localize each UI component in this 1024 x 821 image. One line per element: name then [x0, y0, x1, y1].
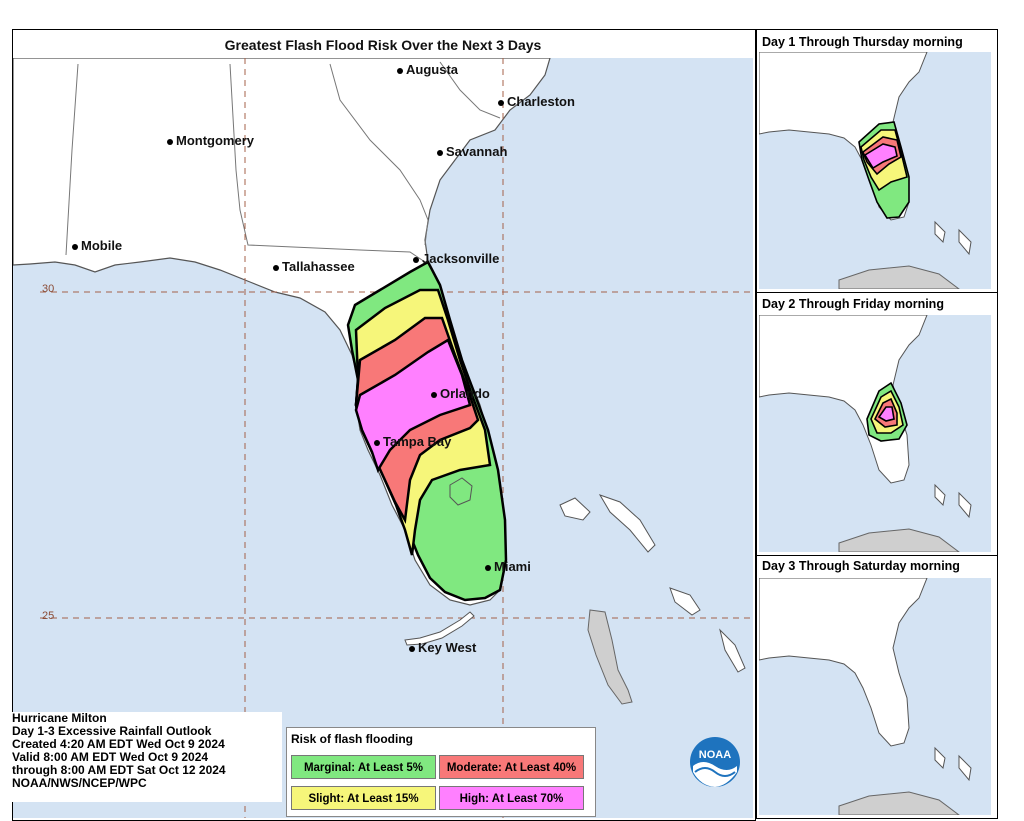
outlook-info: Hurricane Milton Day 1-3 Excessive Rainf… [12, 712, 282, 802]
legend-moderate: Moderate: At Least 40% [439, 755, 584, 779]
map-title: Greatest Flash Flood Risk Over the Next … [224, 37, 542, 53]
info-line: Hurricane Milton [12, 711, 107, 725]
city-label: Charleston [507, 94, 575, 109]
city-charleston: Charleston [498, 94, 575, 109]
legend-slight: Slight: At Least 15% [291, 786, 436, 810]
city-marker-icon [413, 256, 419, 263]
florida-keys [404, 611, 475, 646]
city-savannah: Savannah [437, 144, 507, 159]
city-orlando: Orlando [431, 386, 490, 401]
city-miami: Miami [485, 559, 531, 574]
city-key-west: Key West [409, 640, 476, 655]
city-marker-icon [437, 149, 443, 156]
city-label: Orlando [440, 386, 490, 401]
city-marker-icon [409, 645, 415, 652]
legend-title: Risk of flash flooding [291, 732, 413, 746]
city-marker-icon [397, 67, 403, 74]
day2-mini-map [759, 315, 991, 552]
day1-title: Day 1 Through Thursday morning [762, 35, 963, 49]
lake-okeechobee [449, 477, 473, 506]
city-jacksonville: Jacksonville [413, 251, 499, 266]
city-label: Miami [494, 559, 531, 574]
day2-title: Day 2 Through Friday morning [762, 297, 944, 311]
city-tampa-bay: Tampa Bay [374, 434, 451, 449]
city-marker-icon [431, 391, 437, 398]
city-label: Montgomery [176, 133, 254, 148]
city-marker-icon [167, 138, 173, 145]
info-line: through 8:00 AM EDT Sat Oct 12 2024 [12, 763, 226, 777]
city-marker-icon [72, 243, 78, 250]
info-line: Created 4:20 AM EDT Wed Oct 9 2024 [12, 737, 225, 751]
bahamas [559, 494, 746, 673]
noaa-logo-icon: NOAA [690, 737, 740, 787]
lat-label-30: 30 [42, 283, 55, 295]
city-montgomery: Montgomery [167, 133, 254, 148]
city-label: Augusta [406, 62, 458, 77]
legend-marginal: Marginal: At Least 5% [291, 755, 436, 779]
city-label: Mobile [81, 238, 123, 253]
city-augusta: Augusta [397, 62, 458, 77]
legend-high: High: At Least 70% [439, 786, 584, 810]
risk-areas [346, 260, 508, 602]
main-map [13, 58, 753, 818]
state-borders [65, 61, 501, 263]
day3-mini-map [759, 578, 991, 815]
day1-mini-map [759, 52, 991, 289]
city-label: Tampa Bay [383, 434, 452, 449]
cuba [587, 609, 633, 705]
city-mobile: Mobile [72, 238, 122, 253]
lat-label-25: 25 [42, 610, 55, 622]
risk-legend: Risk of flash flooding Marginal: At Leas… [286, 727, 596, 817]
info-line: Day 1-3 Excessive Rainfall Outlook [12, 724, 212, 738]
city-label: Jacksonville [422, 251, 500, 266]
city-tallahassee: Tallahassee [273, 259, 355, 274]
info-line: NOAA/NWS/NCEP/WPC [12, 776, 147, 790]
day3-title: Day 3 Through Saturday morning [762, 559, 960, 573]
city-marker-icon [273, 264, 279, 271]
city-label: Key West [418, 640, 477, 655]
info-line: Valid 8:00 AM EDT Wed Oct 9 2024 [12, 750, 209, 764]
city-marker-icon [485, 564, 491, 571]
city-marker-icon [374, 439, 380, 446]
city-label: Savannah [446, 144, 508, 159]
city-label: Tallahassee [282, 259, 355, 274]
logo-text: NOAA [699, 749, 731, 761]
city-marker-icon [498, 99, 504, 106]
high-area [354, 338, 472, 473]
